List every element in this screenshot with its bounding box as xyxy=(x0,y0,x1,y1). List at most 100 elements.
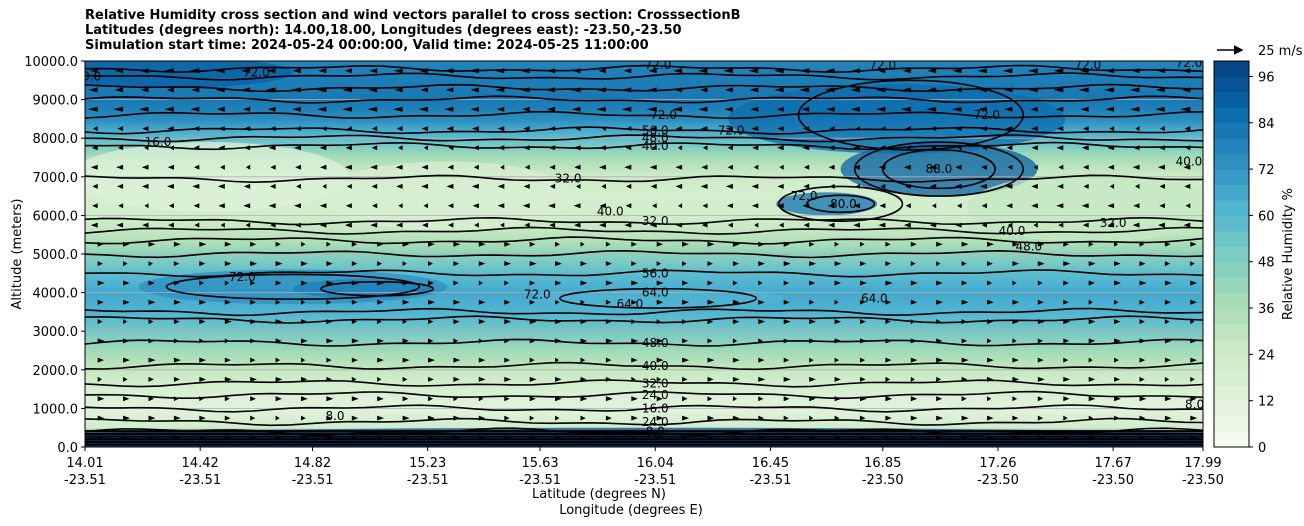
contour-label-15: 32.0 xyxy=(555,172,582,186)
wind-vector xyxy=(1164,376,1170,382)
wind-vector xyxy=(980,126,987,132)
wind-vector xyxy=(631,376,636,382)
wind-vector xyxy=(377,415,384,421)
wind-vector xyxy=(326,357,332,363)
wind-vector xyxy=(478,396,484,402)
wind-vector xyxy=(987,338,992,344)
wind-vector xyxy=(1190,357,1198,363)
wind-vector xyxy=(987,376,994,382)
x-tick-lon-7: -23.50 xyxy=(862,473,904,488)
wind-vector xyxy=(321,126,327,132)
wind-vector xyxy=(1037,396,1044,402)
wind-vector xyxy=(724,87,733,93)
wind-vector xyxy=(396,183,403,189)
wind-vector xyxy=(148,338,155,344)
wind-vector xyxy=(123,376,128,382)
wind-vector xyxy=(834,241,839,247)
wind-vector xyxy=(625,203,632,209)
wind-vector xyxy=(1005,183,1013,189)
wind-vector xyxy=(275,261,283,267)
wind-vector xyxy=(377,376,382,382)
wind-vector xyxy=(215,87,225,93)
wind-vector xyxy=(291,87,301,93)
wind-vector xyxy=(402,396,409,402)
wind-vector xyxy=(555,357,560,363)
wind-vector xyxy=(394,87,403,93)
wind-vector xyxy=(750,106,759,112)
wind-vector xyxy=(555,434,562,440)
wind-vector xyxy=(265,87,276,93)
wind-vector xyxy=(936,338,943,344)
wind-vector xyxy=(478,357,486,363)
wind-vector xyxy=(1004,106,1013,112)
wind-vector xyxy=(682,319,688,325)
wind-vector xyxy=(199,319,206,325)
wind-vector xyxy=(319,203,327,209)
wind-vector xyxy=(1164,396,1172,402)
wind-vector xyxy=(875,106,886,112)
wind-vector xyxy=(752,145,759,151)
colorbar-segment-12 xyxy=(1214,246,1249,263)
wind-vector xyxy=(173,396,179,402)
closed-contour-5 xyxy=(881,148,996,190)
wind-vector xyxy=(395,222,403,228)
wind-vector xyxy=(148,357,156,363)
contour-line-15 xyxy=(85,141,1203,151)
wind-vector xyxy=(116,164,124,170)
colorbar-segment-20 xyxy=(1214,122,1249,139)
wind-vector xyxy=(900,106,911,112)
wind-vector xyxy=(783,376,791,382)
wind-vector xyxy=(369,68,378,74)
wind-vector xyxy=(549,164,556,170)
wind-vector xyxy=(367,106,378,112)
wind-vector xyxy=(574,164,581,170)
wind-vector xyxy=(250,299,256,305)
wind-vector xyxy=(319,222,327,228)
wind-vector xyxy=(1164,261,1170,267)
x-tick-lat-0: 14.01 xyxy=(66,456,103,471)
wind-vector xyxy=(905,183,911,189)
wind-vector xyxy=(548,203,556,209)
wind-vector xyxy=(1114,357,1119,363)
wind-vector xyxy=(860,376,866,382)
wind-vector xyxy=(1012,280,1017,286)
wind-vectors xyxy=(87,68,1198,440)
wind-vector xyxy=(656,299,664,305)
wind-vector xyxy=(961,434,968,440)
wind-vector xyxy=(1081,145,1089,151)
wind-vector xyxy=(90,222,98,228)
wind-vector xyxy=(504,415,510,421)
wind-vector xyxy=(834,357,839,363)
colorbar-tick-label-2: 24 xyxy=(1258,348,1275,363)
wind-vector xyxy=(1185,203,1191,209)
wind-vector xyxy=(453,241,461,247)
wind-vector xyxy=(732,319,740,325)
wind-vector xyxy=(92,183,98,189)
wind-vector xyxy=(961,357,969,363)
wind-vector xyxy=(732,357,740,363)
wind-vector xyxy=(758,299,765,305)
wind-vector xyxy=(250,280,256,286)
wind-vector xyxy=(344,68,352,74)
colorbar-segment-17 xyxy=(1214,169,1249,186)
wind-vector xyxy=(445,87,454,93)
wind-vector xyxy=(1007,164,1013,170)
wind-vector xyxy=(243,126,251,132)
x-tick-lon-8: -23.50 xyxy=(977,473,1019,488)
wind-vector xyxy=(783,396,790,402)
wind-vector xyxy=(828,222,835,228)
wind-vector xyxy=(631,434,636,440)
contour-line-21 xyxy=(85,72,1203,81)
x-tick-lon-3: -23.51 xyxy=(407,473,449,488)
contour-label-21: 72.0 xyxy=(791,189,818,203)
wind-vector xyxy=(351,434,357,440)
wind-vector xyxy=(1114,434,1120,440)
wind-vector xyxy=(97,396,105,402)
wind-vector xyxy=(301,376,308,382)
wind-vector xyxy=(218,145,225,151)
wind-vector xyxy=(599,203,606,209)
wind-vector xyxy=(1027,68,1038,74)
wind-vector xyxy=(173,415,181,421)
wind-vector xyxy=(1184,183,1191,189)
wind-vector xyxy=(402,241,410,247)
